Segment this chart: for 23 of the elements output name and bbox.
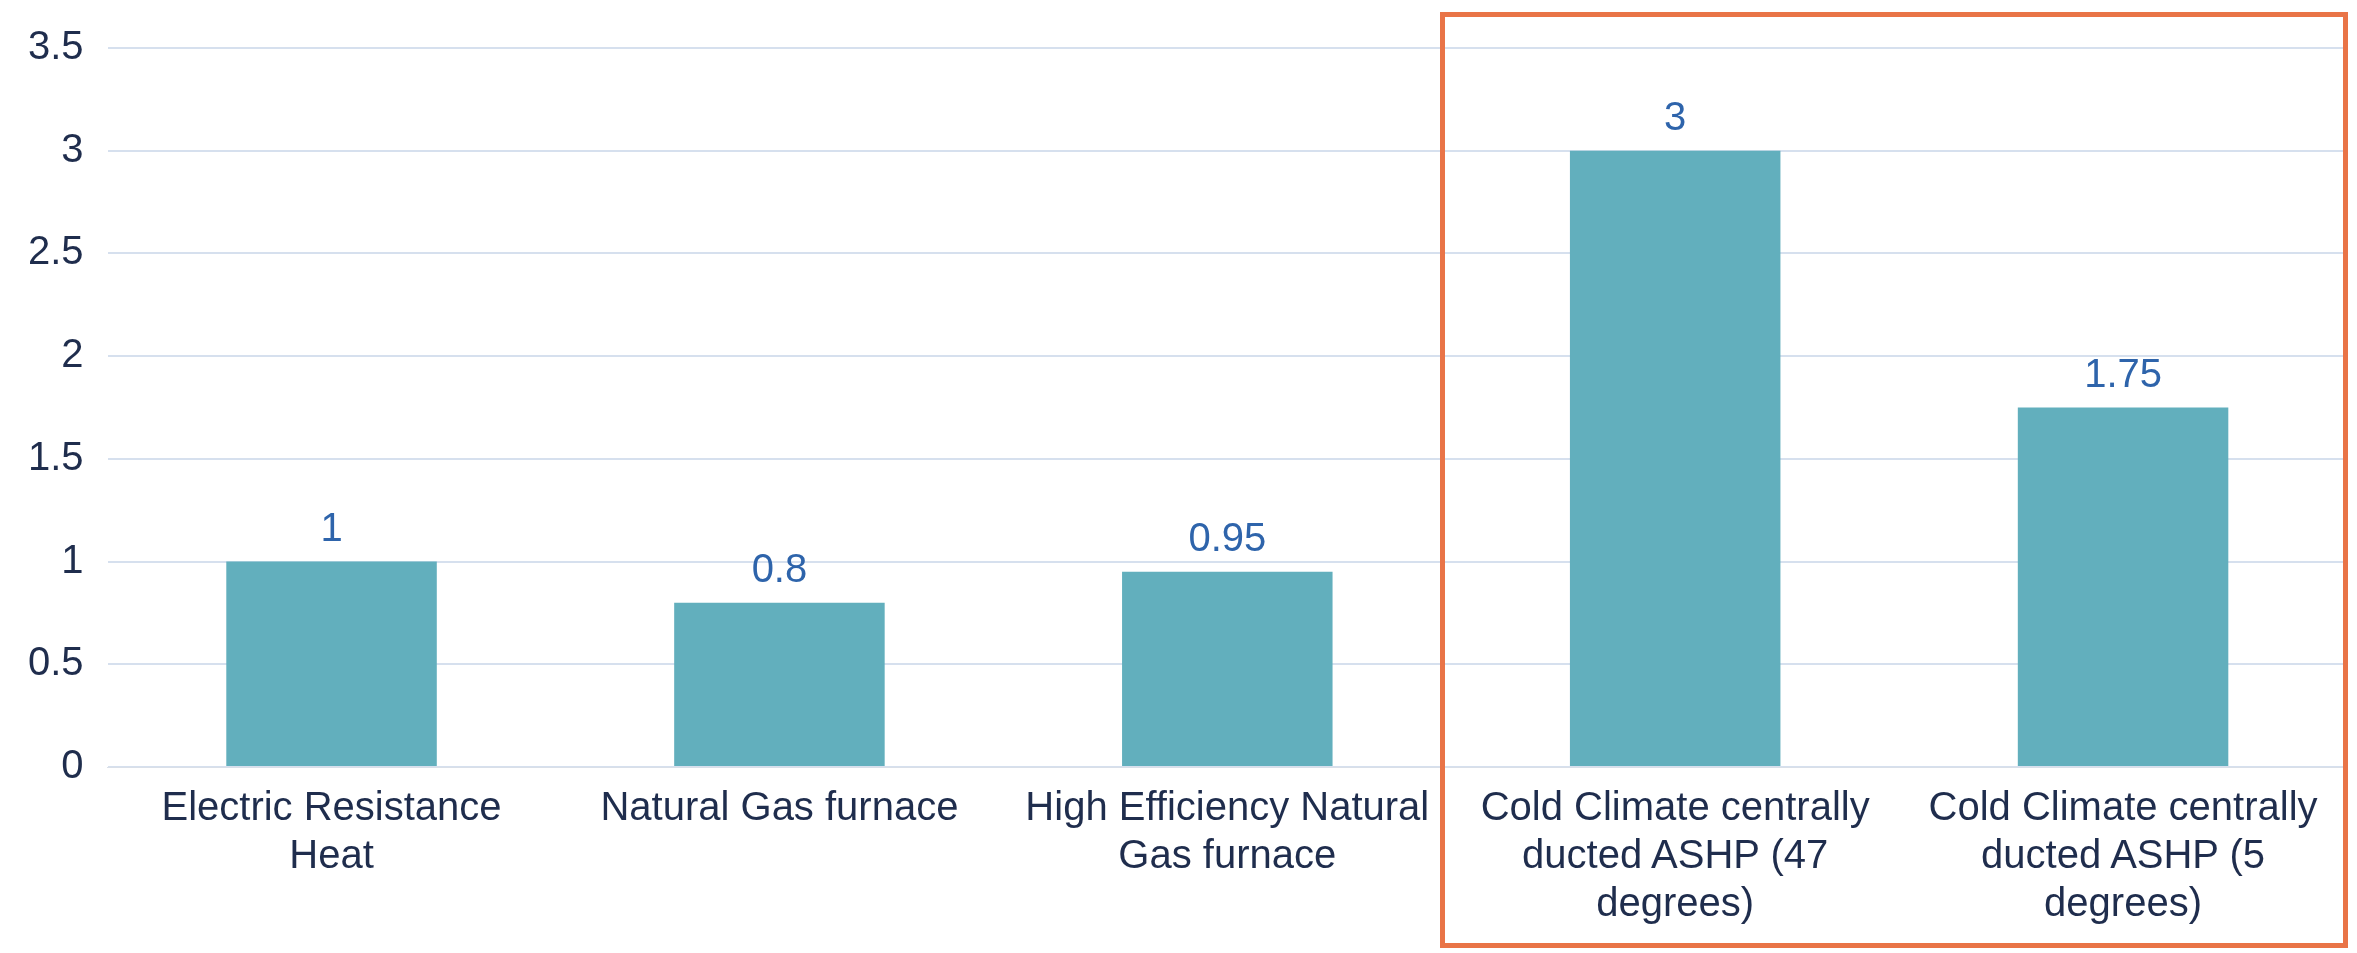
x-tick-label: Cold Climate centrally ducted ASHP (5 degrees) — [1928, 784, 2318, 925]
bar — [1569, 150, 1781, 766]
bar — [674, 602, 885, 766]
bar — [1122, 571, 1333, 766]
data-label: 1.75 — [2084, 350, 2162, 395]
y-tick-label: 3 — [61, 125, 84, 170]
y-tick-label: 2 — [61, 331, 84, 376]
bar — [2017, 407, 2229, 766]
y-tick-label: 1 — [61, 536, 84, 581]
data-label: 3 — [1664, 93, 1687, 138]
y-tick-label: 2.5 — [28, 228, 84, 273]
x-tick-label: Cold Climate centrally ducted ASHP (47 degrees) — [1480, 784, 1870, 925]
x-tick-label: High Efficiency Natural Gas furnace — [1025, 784, 1430, 877]
data-label: 0.95 — [1188, 514, 1267, 559]
bar — [226, 561, 437, 766]
y-tick-label: 0 — [61, 742, 84, 787]
x-tick-label: Electric Resistance Heat — [161, 784, 502, 877]
data-label: 1 — [320, 504, 343, 549]
y-tick-label: 1.5 — [28, 433, 84, 478]
x-tick-label: Natural Gas furnace — [600, 784, 959, 829]
y-tick-label: 3.5 — [28, 23, 84, 68]
data-label: 0.8 — [751, 545, 808, 590]
y-tick-label: 0.5 — [28, 639, 84, 684]
